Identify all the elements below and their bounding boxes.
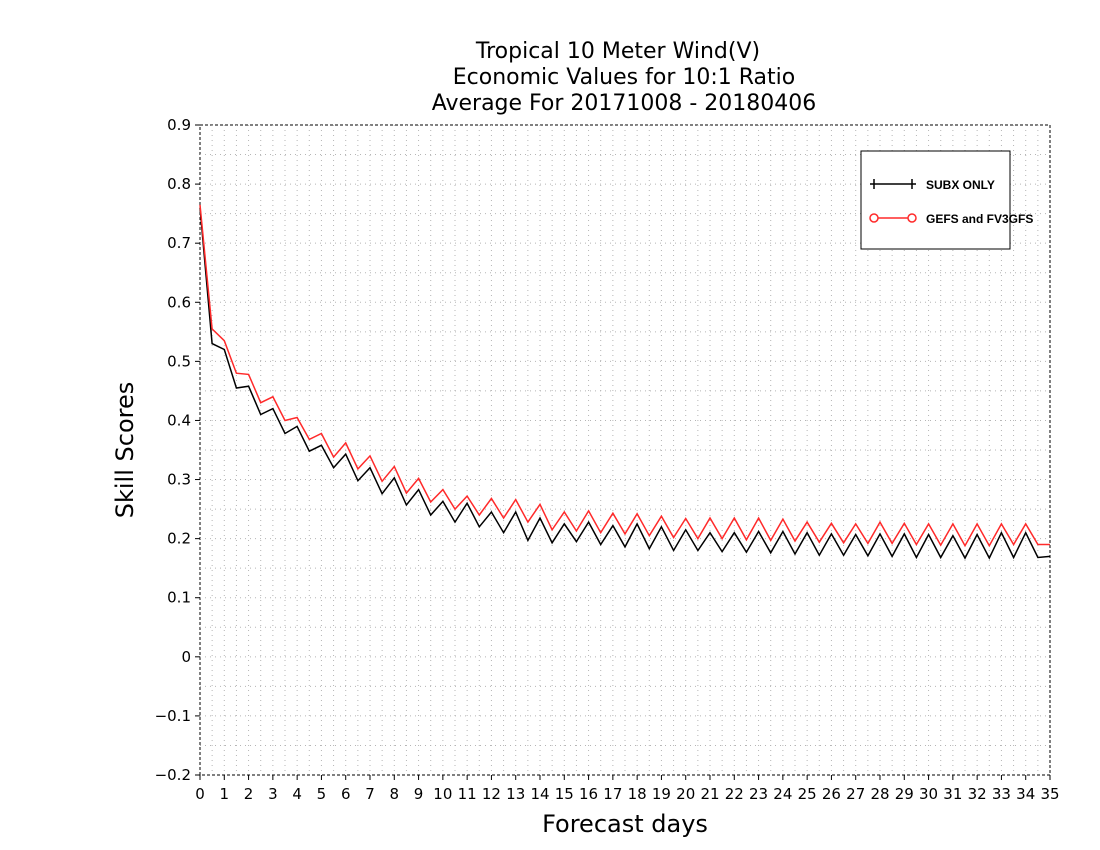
y-tick-label: 0.4: [167, 411, 191, 429]
x-tick-label: 10: [433, 785, 452, 803]
chart-title-line-2: Economic Values for 10:1 Ratio: [453, 65, 795, 90]
x-tick-label: 2: [244, 785, 254, 803]
chart-title-line-3: Average For 20171008 - 20180406: [432, 91, 817, 116]
y-tick-label: 0.3: [167, 471, 191, 489]
y-tick-label: −0.2: [155, 766, 191, 784]
series-lines: [199, 204, 1051, 560]
x-tick-label: 35: [1040, 785, 1059, 803]
x-tick-label: 14: [530, 785, 549, 803]
x-tick-label: 9: [414, 785, 424, 803]
series-line-gefs-fv3gfs: [199, 204, 1050, 548]
x-tick-label: 30: [919, 785, 938, 803]
x-tick-label: 33: [992, 785, 1011, 803]
y-axis-ticks: −0.2 −0.1 0 0.1 0.2 0.3 0.4 0.5 0.6 0.7 0.8 0.9: [155, 116, 200, 784]
x-tick-label: 31: [943, 785, 962, 803]
x-tick-label: 25: [798, 785, 817, 803]
legend-marker-circle-right: [907, 213, 917, 223]
x-tick-label: 15: [555, 785, 574, 803]
x-tick-label: 0: [195, 785, 205, 803]
x-tick-label: 18: [628, 785, 647, 803]
x-tick-label: 1: [220, 785, 230, 803]
x-tick-label: 16: [579, 785, 598, 803]
legend-label-gefs: GEFS and FV3GFS: [926, 212, 1033, 226]
x-tick-label: 26: [822, 785, 841, 803]
x-tick-label: 27: [846, 785, 865, 803]
x-tick-label: 8: [390, 785, 400, 803]
x-tick-label: 28: [870, 785, 889, 803]
y-tick-label: −0.1: [155, 707, 191, 725]
y-tick-label: 0.5: [167, 352, 191, 370]
x-tick-label: 11: [458, 785, 477, 803]
x-tick-label: 20: [676, 785, 695, 803]
x-tick-label: 23: [749, 785, 768, 803]
x-tick-label: 22: [725, 785, 744, 803]
y-tick-label: 0.8: [167, 175, 191, 193]
legend: SUBX ONLY GEFS and FV3GFS: [860, 150, 1033, 250]
x-tick-label: 6: [341, 785, 351, 803]
x-tick-label: 17: [603, 785, 622, 803]
y-tick-label: 0.2: [167, 530, 191, 548]
legend-box: [860, 150, 1011, 250]
legend-label-subx: SUBX ONLY: [926, 178, 995, 192]
x-tick-label: 5: [317, 785, 327, 803]
x-tick-label: 4: [292, 785, 302, 803]
x-tick-label: 12: [482, 785, 501, 803]
y-tick-label: 0.7: [167, 234, 191, 252]
y-axis-title: Skill Scores: [111, 382, 139, 519]
y-tick-label: 0.9: [167, 116, 191, 134]
grid: [200, 125, 1050, 775]
y-tick-label: 0.6: [167, 293, 191, 311]
x-tick-label: 13: [506, 785, 525, 803]
x-tick-label: 32: [968, 785, 987, 803]
x-tick-label: 29: [895, 785, 914, 803]
x-tick-label: 3: [268, 785, 278, 803]
x-axis-ticks: 0 1 2 3 4 5 6 7 8 9 10 11 12 13 14 15 16 17 18 19 20 21 22 23 24…: [195, 775, 1060, 803]
x-tick-label: 7: [365, 785, 375, 803]
chart-title-line-1: Tropical 10 Meter Wind(V): [475, 39, 760, 64]
legend-marker-circle-left: [869, 213, 879, 223]
series-line-subx-only: [199, 207, 1051, 560]
x-tick-label: 34: [1016, 785, 1035, 803]
y-tick-label: 0.1: [167, 589, 191, 607]
x-tick-label: 19: [652, 785, 671, 803]
x-axis-title: Forecast days: [542, 810, 708, 838]
y-tick-label: 0: [181, 648, 191, 666]
x-tick-label: 21: [700, 785, 719, 803]
x-tick-label: 24: [773, 785, 792, 803]
